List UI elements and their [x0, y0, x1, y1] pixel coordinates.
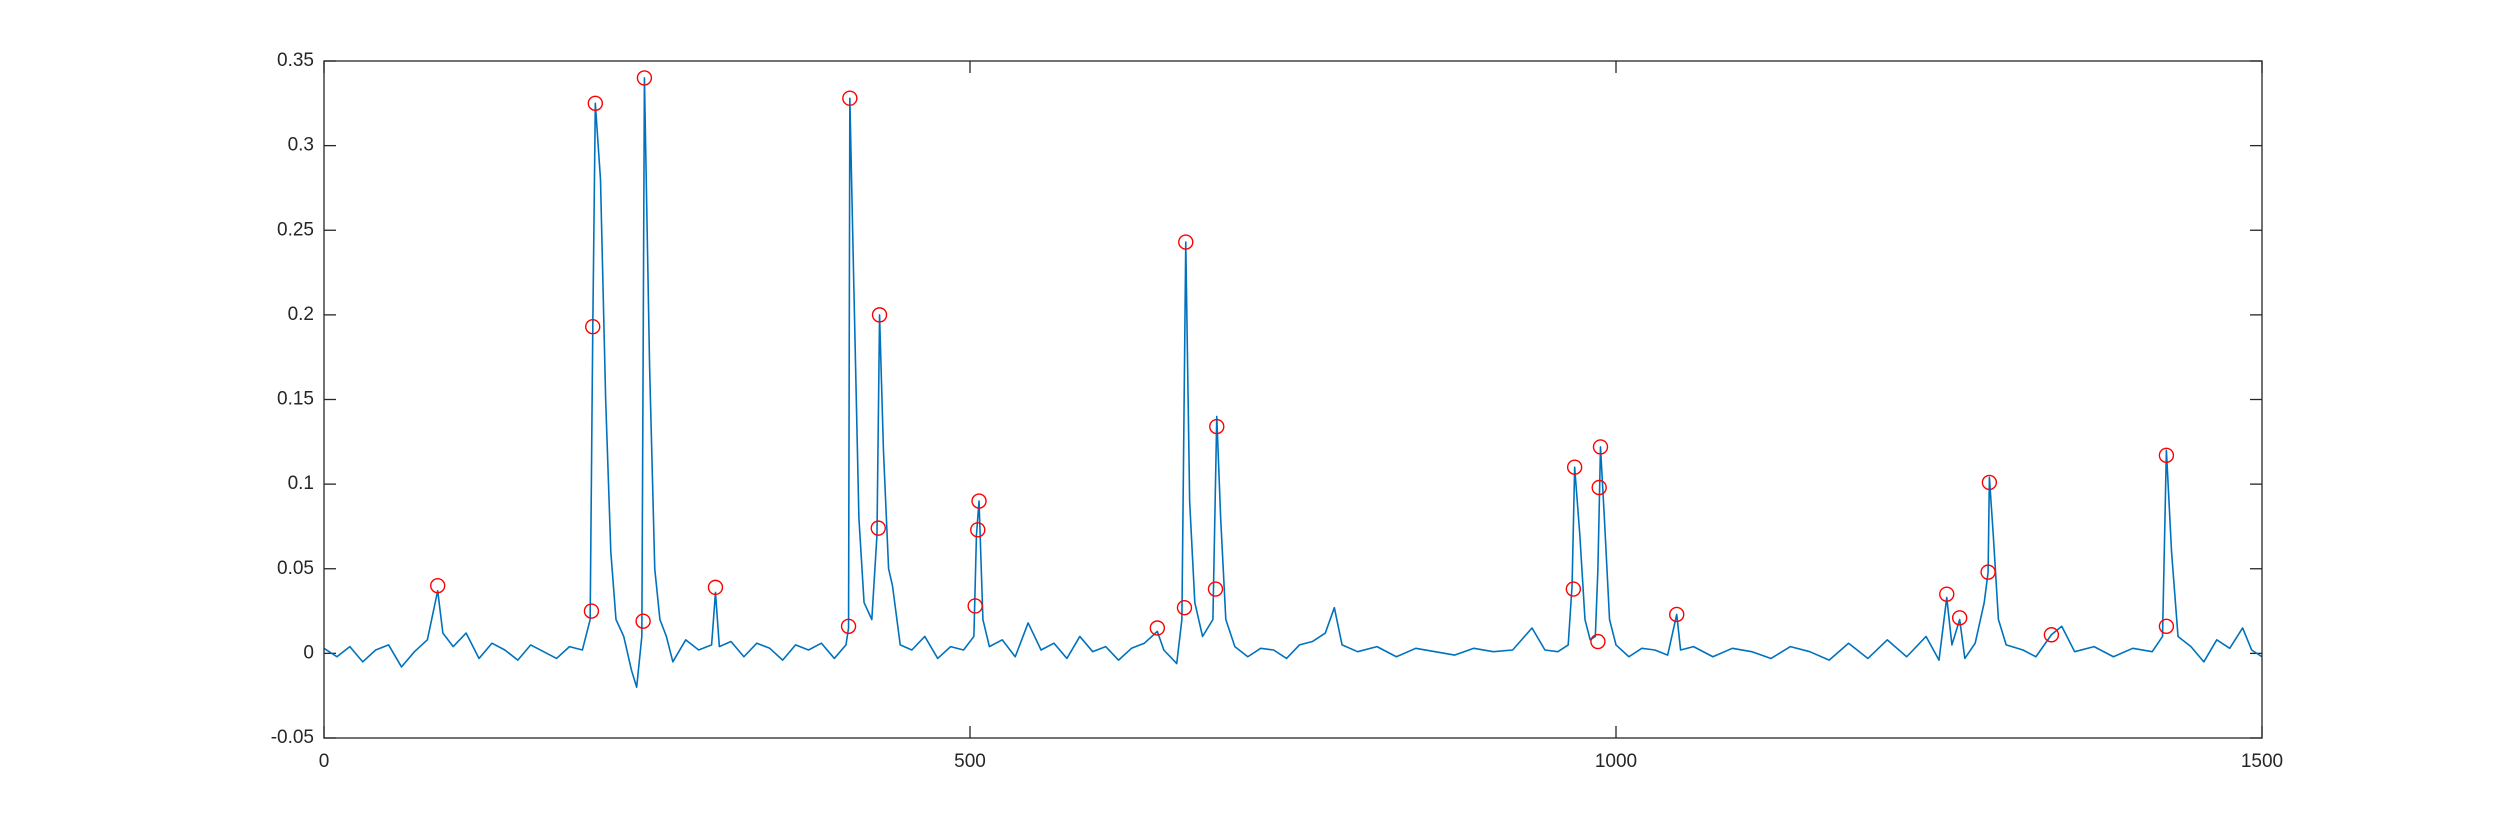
peak-marker	[1669, 606, 1685, 623]
y-tick-label: 0.05	[277, 558, 314, 579]
peak-marker	[587, 95, 604, 112]
peak-marker	[1951, 610, 1968, 626]
peak-marker	[2158, 447, 2175, 464]
y-tick-label: 0	[303, 642, 314, 663]
peak-marker	[971, 493, 987, 509]
peak-marker	[2158, 618, 2175, 634]
peak-marker	[1565, 581, 1582, 597]
peak-marker	[1566, 459, 1583, 475]
y-tick-label: 0.3	[288, 135, 314, 156]
peak-marker	[585, 319, 601, 335]
signal-line	[323, 77, 2263, 689]
peak-marker	[707, 579, 724, 596]
peak-marker	[1178, 234, 1194, 250]
y-tick-label: 0.1	[288, 473, 314, 494]
peak-marker	[1209, 418, 1225, 435]
peak-marker	[1590, 633, 1606, 650]
y-tick-label: 0.25	[277, 219, 314, 240]
peak-marker	[1149, 620, 1166, 636]
peak-marker	[871, 307, 888, 323]
plot-area	[324, 61, 2262, 738]
peak-marker	[1591, 479, 1607, 496]
x-tick-label: 500	[954, 751, 986, 772]
x-tick-label: 1500	[2241, 751, 2283, 772]
peak-marker	[840, 618, 857, 634]
peak-marker	[583, 603, 600, 619]
y-tick-label: 0.15	[277, 389, 314, 410]
y-tick-label: 0.2	[288, 304, 314, 325]
peak-marker	[429, 577, 446, 594]
peak-marker	[636, 70, 653, 86]
peak-marker	[2043, 627, 2060, 643]
axes-box	[323, 60, 2263, 739]
peak-marker	[870, 520, 886, 536]
y-tick-label: 0.35	[277, 50, 314, 71]
x-tick-label: 1000	[1595, 751, 1637, 772]
peak-marker	[842, 90, 858, 106]
peak-marker	[1207, 581, 1224, 597]
x-tick-label: 0	[319, 751, 330, 772]
peak-marker	[970, 522, 986, 538]
peak-marker	[1981, 474, 1998, 491]
peak-marker	[1176, 599, 1193, 616]
peak-marker	[1980, 564, 1996, 580]
peak-marker	[1939, 586, 1955, 602]
y-tick-label: -0.05	[271, 727, 314, 748]
peak-marker	[967, 598, 983, 614]
peak-marker	[1592, 439, 1609, 455]
peak-marker	[635, 613, 651, 629]
